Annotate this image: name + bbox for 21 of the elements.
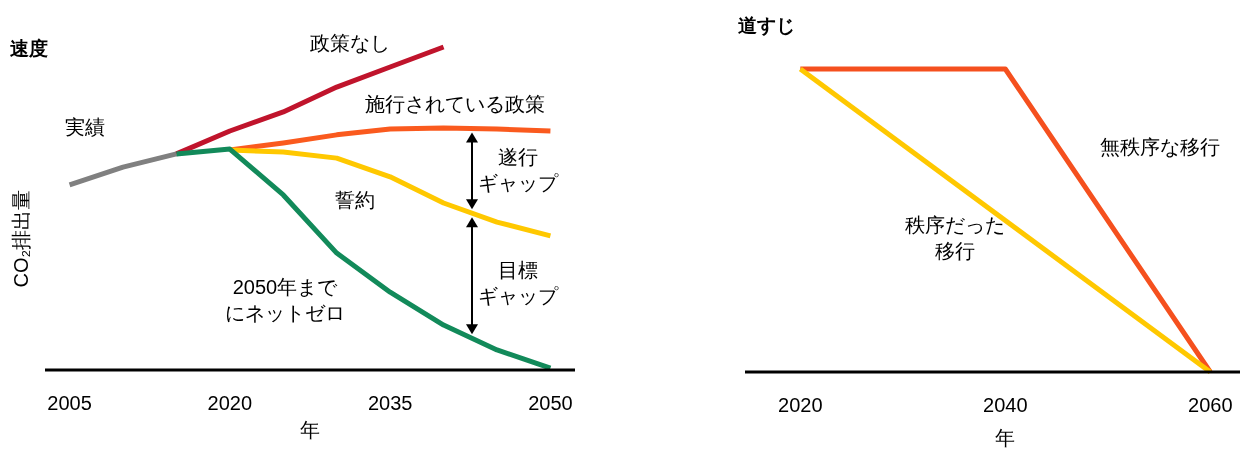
- x-axis-title: 年: [995, 427, 1016, 449]
- series-label: 実績: [65, 116, 105, 138]
- series-label: 施行されている政策: [365, 93, 545, 115]
- annotation: 遂行ギャップ: [478, 146, 559, 194]
- chart-title: 道すじ: [738, 15, 795, 36]
- x-axis-title: 年: [300, 419, 320, 441]
- series-label: 2050年までにネットゼロ: [225, 276, 345, 324]
- x-tick-label: 2035: [367, 392, 413, 414]
- series-label: 秩序だった移行: [905, 214, 1005, 262]
- series-label: 無秩序な移行: [1100, 136, 1220, 158]
- x-tick-label: 2040: [983, 394, 1028, 416]
- series-label: 誓約: [335, 189, 375, 211]
- x-tick-label: 2060: [1188, 394, 1233, 416]
- x-tick-label: 2020: [778, 394, 823, 416]
- y-axis-title: CO₂排出量: [10, 189, 32, 288]
- x-tick-label: 2020: [207, 392, 253, 414]
- x-tick-label: 2005: [47, 392, 92, 414]
- series-label: 政策なし: [310, 32, 390, 54]
- annotation: 目標ギャップ: [478, 259, 559, 307]
- chart-title: 速度: [10, 38, 48, 59]
- x-tick-label: 2050: [528, 392, 573, 414]
